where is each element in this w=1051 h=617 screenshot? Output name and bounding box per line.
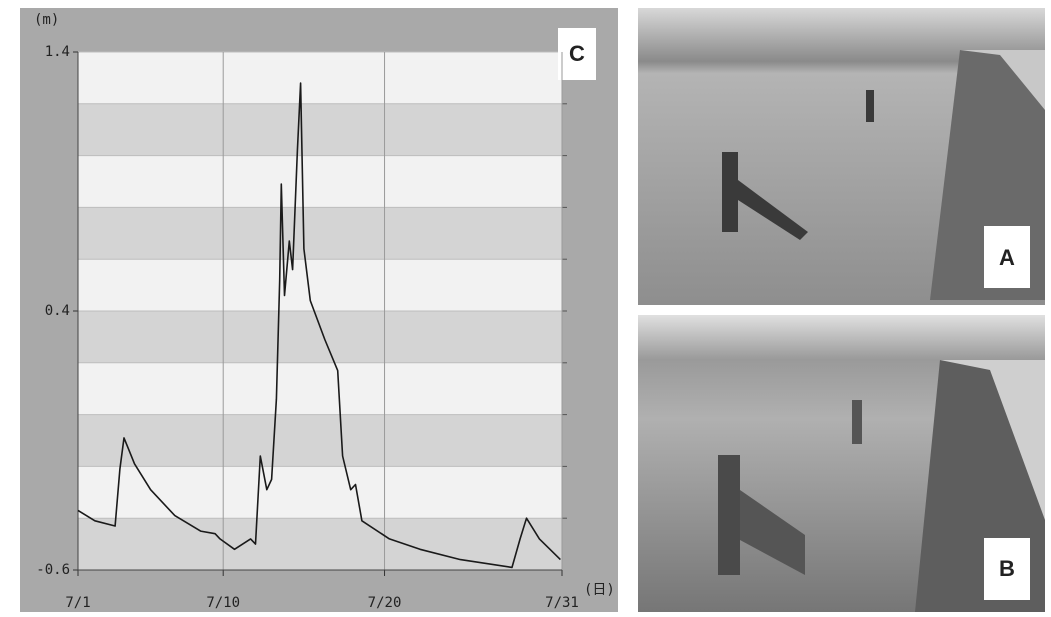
x-tick-label: 7/20	[368, 595, 402, 611]
band	[78, 518, 562, 570]
x-axis-label: (日)	[584, 582, 615, 598]
y-axis-label: (m)	[34, 12, 59, 28]
photo-a: A	[638, 8, 1045, 305]
panel-label-box	[558, 28, 596, 80]
band	[78, 207, 562, 260]
y-tick-label: -0.6	[36, 562, 70, 578]
band	[78, 414, 562, 467]
y-tick-label: 0.4	[45, 303, 70, 319]
photo-b: B	[638, 315, 1045, 612]
x-tick-label: 7/31	[545, 595, 579, 611]
band	[78, 103, 562, 156]
photo-label: A	[999, 245, 1015, 270]
data-line	[77, 82, 561, 569]
band	[78, 466, 562, 519]
band	[78, 259, 562, 311]
plot-background	[78, 51, 567, 570]
panel-label: C	[569, 41, 585, 66]
band	[78, 311, 562, 363]
photo-label: B	[999, 556, 1015, 581]
x-tick-label: 7/1	[65, 595, 90, 611]
band	[78, 52, 562, 104]
band	[78, 155, 562, 208]
band	[78, 362, 562, 415]
x-tick-label: 7/10	[206, 595, 240, 611]
y-tick-label: 1.4	[45, 44, 70, 60]
